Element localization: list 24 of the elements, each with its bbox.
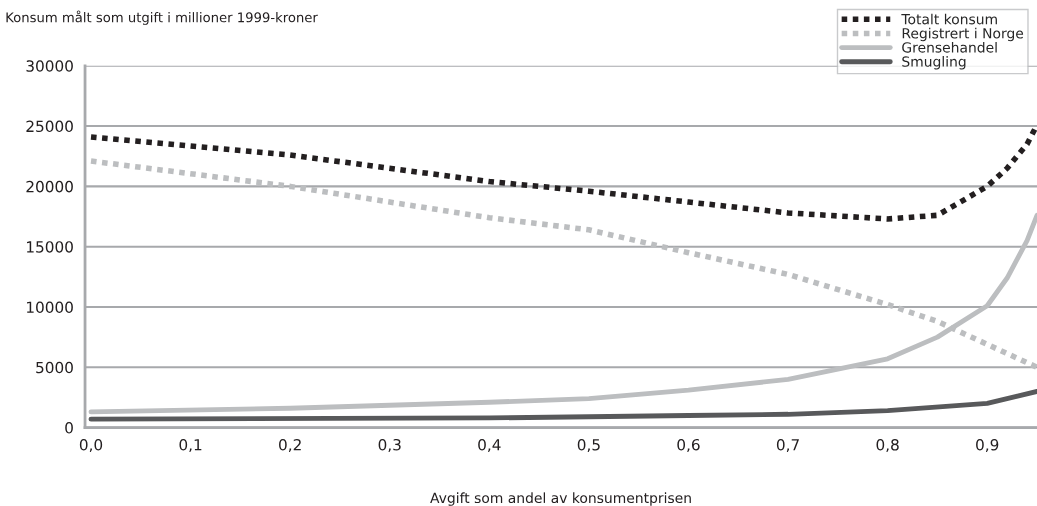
y-axis-title: Konsum målt som utgift i millioner 1999-kroner <box>6 10 318 25</box>
y-tick-label: 5000 <box>36 361 73 374</box>
line-series <box>88 388 1037 422</box>
x-tick-label: 0,2 <box>279 438 301 453</box>
x-tick-label: 0,6 <box>677 438 700 453</box>
y-tick-label: 25000 <box>26 120 73 133</box>
y-tick-label: 0 <box>65 422 73 434</box>
y-tick-label: 10000 <box>27 301 73 313</box>
y-tick-label: 20000 <box>26 180 73 193</box>
x-tick-label: 0,7 <box>776 438 799 453</box>
y-tick-label: 30000 <box>26 60 73 72</box>
y-tick-label: 15000 <box>27 241 73 253</box>
x-tick-label: 0,5 <box>577 438 600 453</box>
x-tick-label: 0,4 <box>478 438 501 453</box>
x-tick-label: 0,0 <box>79 438 103 453</box>
x-tick-label: 0,3 <box>378 438 401 453</box>
legend-label: Smugling <box>902 56 966 70</box>
x-tick-label: 0,8 <box>876 438 899 453</box>
legend-label: Totalt konsum <box>901 13 997 25</box>
legend-label: Registrert i Norge <box>902 27 1024 42</box>
x-axis-title: Avgift som andel av konsumentprisen <box>430 492 691 506</box>
legend-label: Grensehandel <box>902 41 997 53</box>
x-tick-label: 0,1 <box>179 438 202 453</box>
x-tick-label: 0,9 <box>976 438 999 453</box>
